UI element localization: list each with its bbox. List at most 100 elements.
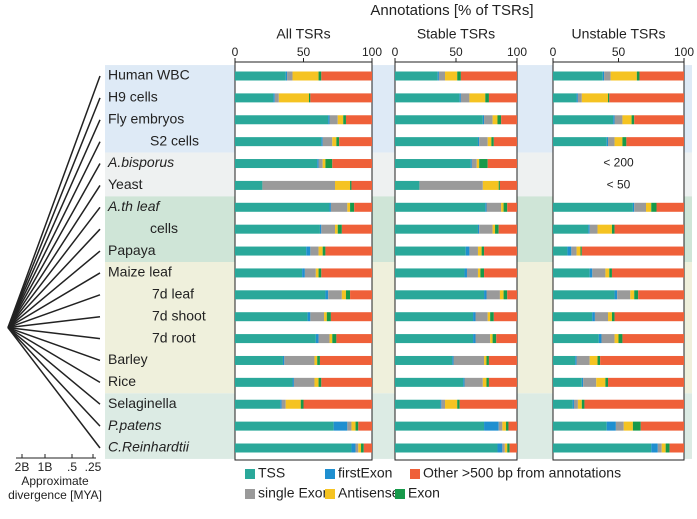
bar-segment [622, 115, 632, 125]
bar-segment [490, 334, 493, 344]
bar-segment [482, 377, 487, 387]
x-tick-label: 50 [297, 45, 311, 59]
bar-segment [235, 290, 326, 300]
bar-segment [441, 399, 446, 409]
bar-segment [499, 290, 504, 300]
bar-segment [639, 71, 684, 81]
bar-segment [262, 180, 336, 190]
bar-segment [329, 202, 331, 212]
bar-segment [363, 443, 372, 453]
bar-segment [486, 377, 489, 387]
bar-segment [358, 421, 372, 431]
bar-segment [484, 421, 499, 431]
bar-segment [317, 355, 320, 365]
bar-segment [336, 334, 372, 344]
bar-segment [473, 312, 476, 322]
legend-swatch [325, 489, 335, 499]
bar-segment [473, 334, 476, 344]
bar-segment [318, 268, 322, 278]
bar-segment [235, 312, 308, 322]
legend-label: single Exon [258, 485, 330, 501]
bar-segment [611, 268, 684, 278]
tree-branch [7, 163, 101, 329]
bar-segment [310, 312, 325, 322]
legend-swatch [395, 489, 405, 499]
scale-tick-label: 1B [38, 460, 53, 474]
bar-segment [308, 93, 311, 103]
bar-segment [325, 290, 329, 300]
bar-segment [630, 290, 635, 300]
bar-segment [395, 180, 420, 190]
bar-segment [488, 377, 517, 387]
bar-segment [395, 290, 485, 300]
bar-segment [350, 180, 352, 190]
bar-segment [315, 268, 319, 278]
x-tick-label: 100 [674, 45, 694, 59]
bar-segment [235, 180, 263, 190]
x-tick-label: 50 [612, 45, 626, 59]
bar-segment [622, 334, 684, 344]
bar-segment [488, 355, 517, 365]
category-label: A.th leaf [107, 198, 161, 214]
legend-label: Antisense [338, 485, 400, 501]
bar-segment [322, 137, 333, 147]
bar-segment [631, 115, 635, 125]
bar-segment [657, 443, 662, 453]
bar-segment [321, 224, 336, 234]
bar-segment [498, 421, 503, 431]
bar-segment [475, 312, 488, 322]
bar-segment [509, 443, 517, 453]
bar-segment [634, 290, 639, 300]
bar-segment [329, 115, 338, 125]
bar-segment [553, 399, 573, 409]
bar-segment [656, 202, 684, 212]
bar-segment [608, 93, 610, 103]
tree-branch [7, 315, 101, 329]
bar-segment [235, 399, 281, 409]
bar-segment [496, 334, 517, 344]
bar-segment [601, 334, 615, 344]
bar-segment [459, 93, 461, 103]
bar-segment [324, 312, 327, 322]
bar-segment [335, 180, 351, 190]
bar-segment [395, 202, 486, 212]
bar-segment [465, 246, 470, 256]
bar-segment [469, 246, 478, 256]
bar-segment [597, 224, 612, 234]
bar-segment [292, 71, 319, 81]
chart-title: Annotations [% of TSRs] [370, 2, 533, 19]
bar-segment [284, 355, 315, 365]
bar-segment [477, 224, 480, 234]
bar-segment [613, 115, 615, 125]
scale-tick-label: .5 [67, 460, 77, 474]
bar-segment [482, 180, 499, 190]
bar-segment [503, 202, 508, 212]
bar-segment [457, 71, 461, 81]
bar-segment [453, 355, 485, 365]
bar-segment [589, 268, 593, 278]
bar-segment [605, 268, 610, 278]
bar-segment [611, 224, 615, 234]
bar-segment [235, 421, 334, 431]
bar-segment [235, 246, 307, 256]
bar-segment [459, 399, 517, 409]
bar-segment [395, 115, 483, 125]
tree-branch [7, 185, 101, 329]
bar-segment [479, 224, 493, 234]
bar-segment [581, 93, 609, 103]
bar-segment [581, 246, 684, 256]
bar-segment [611, 312, 615, 322]
bar-segment [583, 377, 597, 387]
bar-segment [485, 93, 489, 103]
bar-segment [343, 115, 346, 125]
bar-segment [608, 137, 615, 147]
category-label: A.bisporus [107, 154, 174, 170]
bar-segment [395, 377, 464, 387]
bar-segment [576, 246, 581, 256]
bar-segment [482, 115, 485, 125]
bar-segment [361, 443, 364, 453]
bar-segment [614, 334, 619, 344]
bar-segment [497, 115, 502, 125]
bar-segment [333, 421, 348, 431]
legend-swatch [245, 469, 255, 479]
